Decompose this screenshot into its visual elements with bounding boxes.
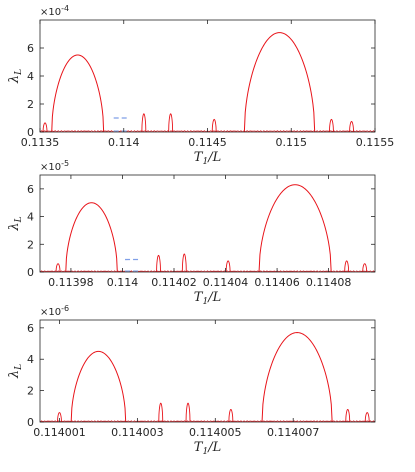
x-tick-label: 0.115 xyxy=(276,136,308,149)
y-tick-label: 4 xyxy=(27,211,34,224)
y-tick-label: 6 xyxy=(27,322,34,335)
x-tick-label: 0.114003 xyxy=(111,426,164,439)
y-tick-label: 0 xyxy=(27,126,34,139)
lobe-2 xyxy=(258,184,332,272)
x-tick-label: 0.114001 xyxy=(33,426,86,439)
axes-frame xyxy=(39,319,376,423)
small-lobe-1 xyxy=(57,412,62,422)
small-lobe-4 xyxy=(225,260,231,272)
x-tick-label: 0.114 xyxy=(107,276,139,289)
small-lobe-4 xyxy=(211,118,217,132)
small-lobe-3 xyxy=(168,113,174,132)
small-lobe-2 xyxy=(158,402,164,422)
small-lobe-3 xyxy=(181,253,187,272)
y-exponent-label: ×10-4 xyxy=(40,4,69,18)
x-tick-label: 0.11398 xyxy=(48,276,94,289)
x-tick-label: 0.11406 xyxy=(254,276,300,289)
x-tick-label: 0.11404 xyxy=(203,276,249,289)
small-lobe-2 xyxy=(156,254,161,272)
small-lobe-5 xyxy=(328,118,334,132)
baseline-ripple xyxy=(40,420,375,422)
lobe-2 xyxy=(243,32,316,132)
plot-area xyxy=(40,332,375,422)
small-lobe-2 xyxy=(141,113,147,132)
small-lobe-1 xyxy=(55,263,61,272)
plot-area xyxy=(40,184,375,272)
y-exponent-label: ×10-6 xyxy=(40,304,69,318)
y-tick-label: 6 xyxy=(27,42,34,55)
lobe-2 xyxy=(261,332,333,422)
small-lobe-3 xyxy=(185,402,191,422)
lobe-1 xyxy=(51,54,105,132)
small-lobe-6 xyxy=(349,121,355,132)
small-lobe-5 xyxy=(344,260,350,272)
axes-frame xyxy=(39,174,376,273)
y-axis-label: λL xyxy=(7,69,24,84)
lobe-1 xyxy=(70,350,127,422)
panel-3: 0.114001 0.114003 0.114005 0.114007 0 2 4 6 ×10-… xyxy=(7,304,376,457)
y-tick-label: 2 xyxy=(27,98,34,111)
axes-frame xyxy=(39,19,376,133)
y-tick-label: 0 xyxy=(27,416,34,429)
baseline-ripple xyxy=(40,270,375,272)
x-tick-label: 0.1155 xyxy=(356,136,395,149)
y-exponent-label: ×10-5 xyxy=(40,159,69,173)
small-lobe-4 xyxy=(228,408,234,422)
y-tick-label: 4 xyxy=(27,70,34,83)
y-axis-label: λL xyxy=(7,364,24,379)
panel-1: 0.1135 0.114 0.1145 0.115 0.1155 0 2 4 6 ×10-4 λL T… xyxy=(7,4,394,167)
small-lobe-5 xyxy=(345,408,351,422)
y-axis-label: λL xyxy=(7,216,24,231)
lobe-1 xyxy=(65,202,118,272)
x-tick-label: 0.1135 xyxy=(21,136,60,149)
x-tick-label: 0.114007 xyxy=(267,426,320,439)
plot-area xyxy=(40,32,375,132)
x-axis-label: T1/L xyxy=(194,150,221,167)
y-tick-label: 0 xyxy=(27,266,34,279)
x-tick-label: 0.11402 xyxy=(151,276,197,289)
x-axis-label: T1/L xyxy=(194,290,221,307)
small-lobe-6 xyxy=(364,412,370,422)
x-tick-label: 0.114 xyxy=(108,136,140,149)
y-tick-label: 2 xyxy=(27,385,34,398)
small-lobe-1 xyxy=(42,122,48,132)
y-tick-label: 2 xyxy=(27,238,34,251)
x-tick-label: 0.114005 xyxy=(189,426,242,439)
y-tick-label: 6 xyxy=(27,183,34,196)
x-axis-label: T1/L xyxy=(194,440,221,457)
x-tick-label: 0.11408 xyxy=(306,276,352,289)
small-lobe-6 xyxy=(362,263,368,272)
y-tick-label: 4 xyxy=(27,353,34,366)
x-tick-label: 0.1145 xyxy=(188,136,227,149)
panel-2: 0.11398 0.114 0.11402 0.11404 0.11406 0.11408… xyxy=(7,159,376,307)
